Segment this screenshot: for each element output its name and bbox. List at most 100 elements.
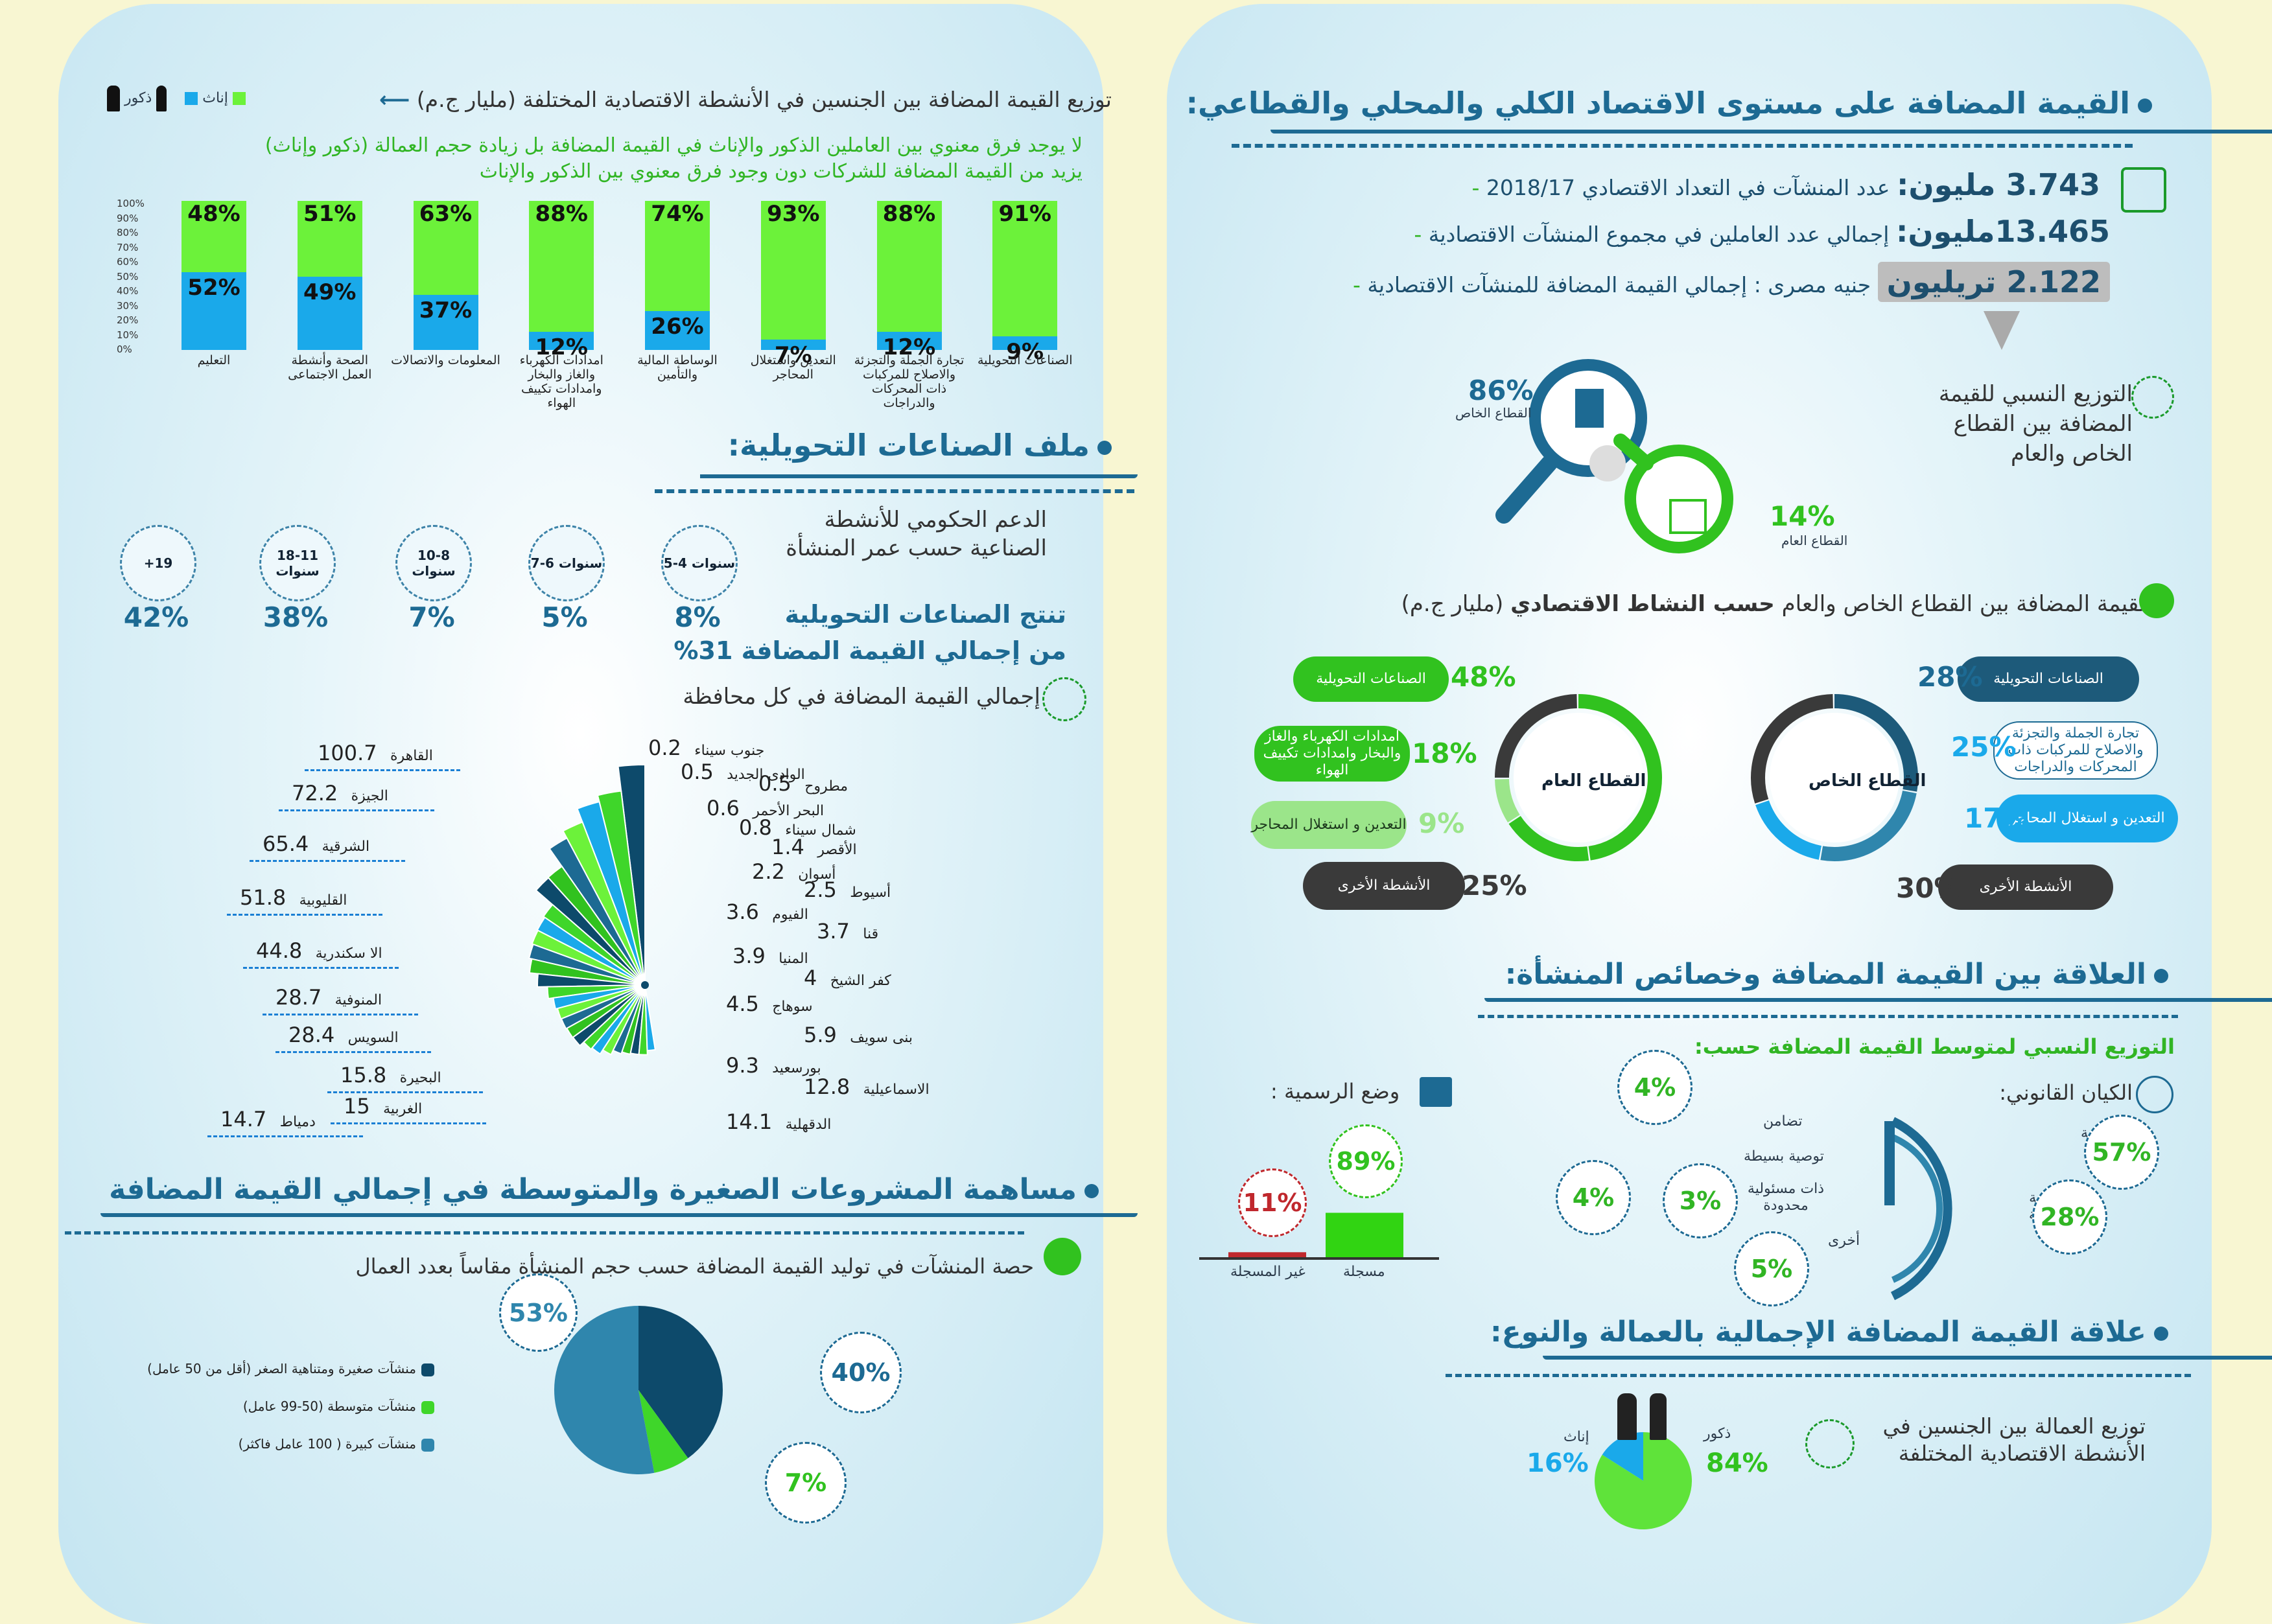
fan-hub xyxy=(641,981,649,989)
age-pct: 42% xyxy=(123,601,189,633)
gender-pie xyxy=(1595,1432,1692,1529)
share-text: تنتج الصناعات التحويلية من إجمالي القيمة… xyxy=(673,600,1066,665)
public-pct-electricity: 18% xyxy=(1412,737,1477,769)
support-bubbles: 5-4 سنوات 8% 7-6 سنوات 5% 10-8 سنوات 7% 18-11 … xyxy=(104,525,752,642)
governorate-slice xyxy=(531,929,646,986)
formality-title: وضع الرسمية : xyxy=(1271,1079,1400,1104)
money-hand-icon xyxy=(2139,583,2174,618)
private-ring-center: القطاع الخاص xyxy=(1809,771,1927,791)
male-bar xyxy=(876,201,942,332)
divider xyxy=(1543,1356,2272,1360)
governorate-label: سوهاج 4.5 xyxy=(726,992,813,1016)
public-item-manufacturing: الصناعات التحويلية xyxy=(1293,656,1449,702)
category-label: الصحة وأنشطة العمل الاجتماعى xyxy=(288,353,372,382)
governorate-label: 14.7 دمياط xyxy=(220,1107,316,1131)
sme-section-title: مساهمة المشروعات الصغيرة والمتوسطة في إج… xyxy=(109,1173,1099,1206)
male-bar xyxy=(413,201,478,295)
gender-section-title: علاقة القيمة المضافة الإجمالية بالعمالة … xyxy=(1490,1316,2168,1349)
private-pct-other: 30% xyxy=(1896,872,1962,904)
female-value-label: 26% xyxy=(651,314,704,340)
female-bar xyxy=(529,332,594,350)
age-bubble: 10-8 سنوات xyxy=(395,525,472,601)
sme-pct-medium: 7% xyxy=(765,1442,847,1524)
public-ring-arc xyxy=(1495,694,1578,778)
private-pct-manufacturing: 28% xyxy=(1917,661,1983,693)
female-icon xyxy=(107,86,120,111)
private-pct-mining: 17% xyxy=(1964,802,2030,834)
male-label: ذكور xyxy=(1704,1426,1731,1442)
age-pct: 8% xyxy=(674,601,721,633)
female-pct: 16% xyxy=(1527,1448,1589,1478)
female-bar xyxy=(297,277,362,350)
private-sector-ring xyxy=(1751,694,1918,861)
governorate-label: 65.4 الشرقية xyxy=(263,831,370,856)
divider xyxy=(1271,130,2272,133)
male-bar xyxy=(760,201,826,340)
female-bar xyxy=(876,332,942,350)
private-sector-pct: 86% xyxy=(1468,375,1534,406)
governorate-slice xyxy=(542,903,646,986)
bar-column: 88% 12% xyxy=(529,201,594,360)
y-tick: 100% xyxy=(117,198,145,209)
y-tick: 20% xyxy=(117,314,139,326)
governorate-label: الأقصر 1.4 xyxy=(771,835,857,859)
legal-pct-shareholding: 57% xyxy=(2084,1115,2159,1190)
down-arrow-icon xyxy=(1984,311,2020,350)
female-value-label: 37% xyxy=(419,297,473,323)
governorate-slice xyxy=(621,984,646,1056)
divider xyxy=(655,489,1134,493)
y-axis-ticks: 100% 90% 80% 70% 60% 50% 40% 30% 20% 10% 0% xyxy=(117,198,146,355)
leader-line xyxy=(279,809,434,811)
leader-line xyxy=(227,914,382,916)
y-tick: 80% xyxy=(117,227,139,238)
male-swatch xyxy=(232,92,246,105)
y-tick: 90% xyxy=(117,212,139,224)
governorate-label: بورسعيد 9.3 xyxy=(726,1053,821,1078)
public-pct-mining: 9% xyxy=(1418,807,1465,839)
support-title: الدعم الحكومي للأنشطة الصناعية حسب عمر ا… xyxy=(786,507,1047,561)
governorate-label: 44.8 الا سكندرية xyxy=(256,938,382,963)
private-ring-hole xyxy=(1770,713,1899,842)
public-ring-arc xyxy=(1578,694,1662,861)
public-sector-label: القطاع العام xyxy=(1781,533,1848,548)
money-hand-icon xyxy=(1044,1238,1081,1275)
sme-pct-large: 53% xyxy=(499,1273,578,1352)
leader-line xyxy=(243,967,399,969)
y-tick: 10% xyxy=(117,329,139,341)
female-bar xyxy=(413,294,478,350)
legal-label-llc: ذات مسئولية محدودة xyxy=(1747,1181,1825,1214)
legal-label-joint: تضامن xyxy=(1763,1113,1803,1130)
sme-legend-item: منشآت كبيرة ( 100 عامل فاكثر) xyxy=(239,1436,434,1452)
governorate-label: بنى سويف 5.9 xyxy=(804,1023,913,1047)
divider xyxy=(65,1231,1024,1235)
public-item-mining: التعدين و استغلال المحاجر xyxy=(1251,801,1407,849)
female-bar xyxy=(760,339,826,350)
governorate-slice xyxy=(528,958,646,986)
leader-line xyxy=(207,1135,363,1137)
male-icon xyxy=(156,86,167,111)
bar-column: 51% 49% xyxy=(297,201,362,350)
divider xyxy=(1232,144,2133,148)
bar-column: 63% 37% xyxy=(413,201,478,350)
governorate-label: 15.8 البحيرة xyxy=(340,1063,441,1087)
female-value-label: 12% xyxy=(535,334,588,361)
bar-column: 88% 12% xyxy=(876,201,942,360)
leader-line xyxy=(250,860,405,862)
governorate-label: أسيوط 2.5 xyxy=(804,877,891,902)
governorate-label: قنا 3.7 xyxy=(817,919,879,944)
private-sector-label: القطاع الخاص xyxy=(1455,405,1532,421)
age-pct: 5% xyxy=(541,601,588,633)
unregistered-label: غير المسجلة xyxy=(1230,1264,1306,1280)
category-label: التعدين واستغلال المحاجر xyxy=(750,353,836,382)
public-ring-arc xyxy=(1508,815,1589,861)
y-tick: 60% xyxy=(117,256,139,268)
leader-line xyxy=(331,1122,486,1124)
governorate-label: 28.7 المنوفية xyxy=(275,985,382,1010)
governorate-label: 72.2 الجيزة xyxy=(292,781,388,806)
chart-legend: إناث ذكور xyxy=(107,86,246,111)
private-item-trade: تجارة الجملة والتجزئة والاصلاح للمركبات … xyxy=(1993,721,2158,780)
divider xyxy=(1446,1374,2191,1377)
legal-label-simple: توصية بسيطة xyxy=(1744,1148,1824,1165)
divider xyxy=(1478,1015,2178,1018)
female-value-label: 12% xyxy=(882,334,936,361)
